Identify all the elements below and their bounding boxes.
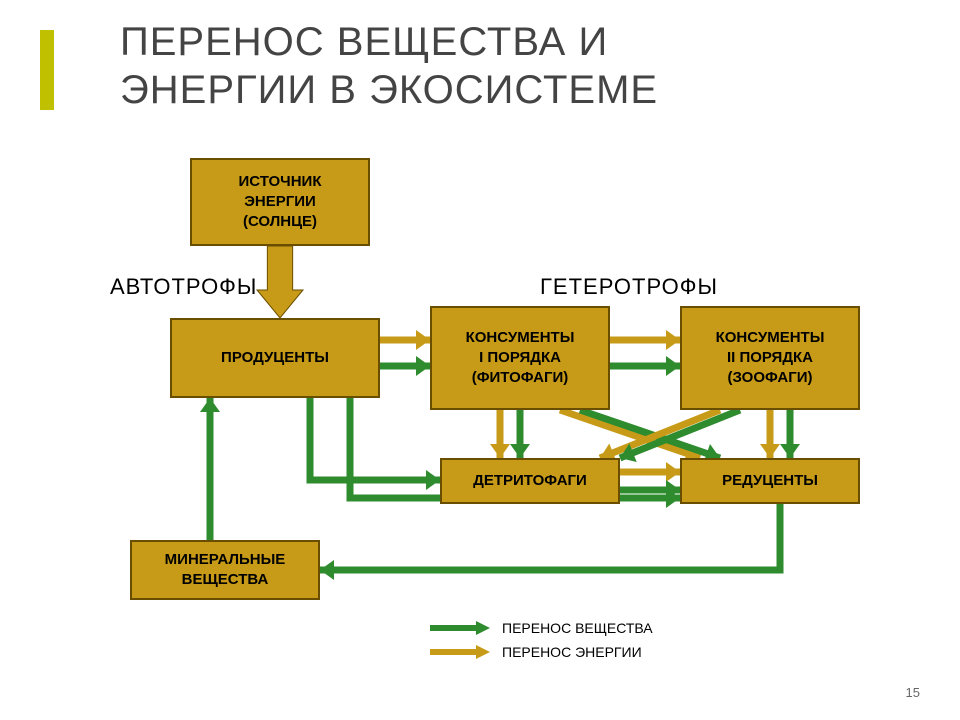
- legend-matter-label: ПЕРЕНОС ВЕЩЕСТВА: [502, 620, 653, 636]
- node-mineral: МИНЕРАЛЬНЫЕВЕЩЕСТВА: [130, 540, 320, 600]
- node-detrit: ДЕТРИТОФАГИ: [440, 458, 620, 504]
- node-reduc: РЕДУЦЕНТЫ: [680, 458, 860, 504]
- title-line-2: ЭНЕРГИИ В ЭКОСИСТЕМЕ: [120, 66, 900, 114]
- label-heterotrophs: ГЕТЕРОТРОФЫ: [540, 274, 718, 300]
- accent-bar: [40, 30, 54, 110]
- slide-number: 15: [906, 685, 920, 700]
- label-autotrophs: АВТОТРОФЫ: [110, 274, 257, 300]
- title-line-1: ПЕРЕНОС ВЕЩЕСТВА И: [120, 18, 900, 66]
- legend-matter: ПЕРЕНОС ВЕЩЕСТВА: [430, 620, 653, 636]
- legend-energy: ПЕРЕНОС ЭНЕРГИИ: [430, 644, 642, 660]
- node-cons2: КОНСУМЕНТЫII ПОРЯДКА(ЗООФАГИ): [680, 306, 860, 410]
- page-title: ПЕРЕНОС ВЕЩЕСТВА И ЭНЕРГИИ В ЭКОСИСТЕМЕ: [120, 18, 900, 114]
- legend-energy-arrow-icon: [430, 647, 490, 657]
- node-sun: ИСТОЧНИКЭНЕРГИИ(СОЛНЦЕ): [190, 158, 370, 246]
- node-cons1: КОНСУМЕНТЫI ПОРЯДКА(ФИТОФАГИ): [430, 306, 610, 410]
- legend-energy-label: ПЕРЕНОС ЭНЕРГИИ: [502, 644, 642, 660]
- node-producers: ПРОДУЦЕНТЫ: [170, 318, 380, 398]
- legend-matter-arrow-icon: [430, 623, 490, 633]
